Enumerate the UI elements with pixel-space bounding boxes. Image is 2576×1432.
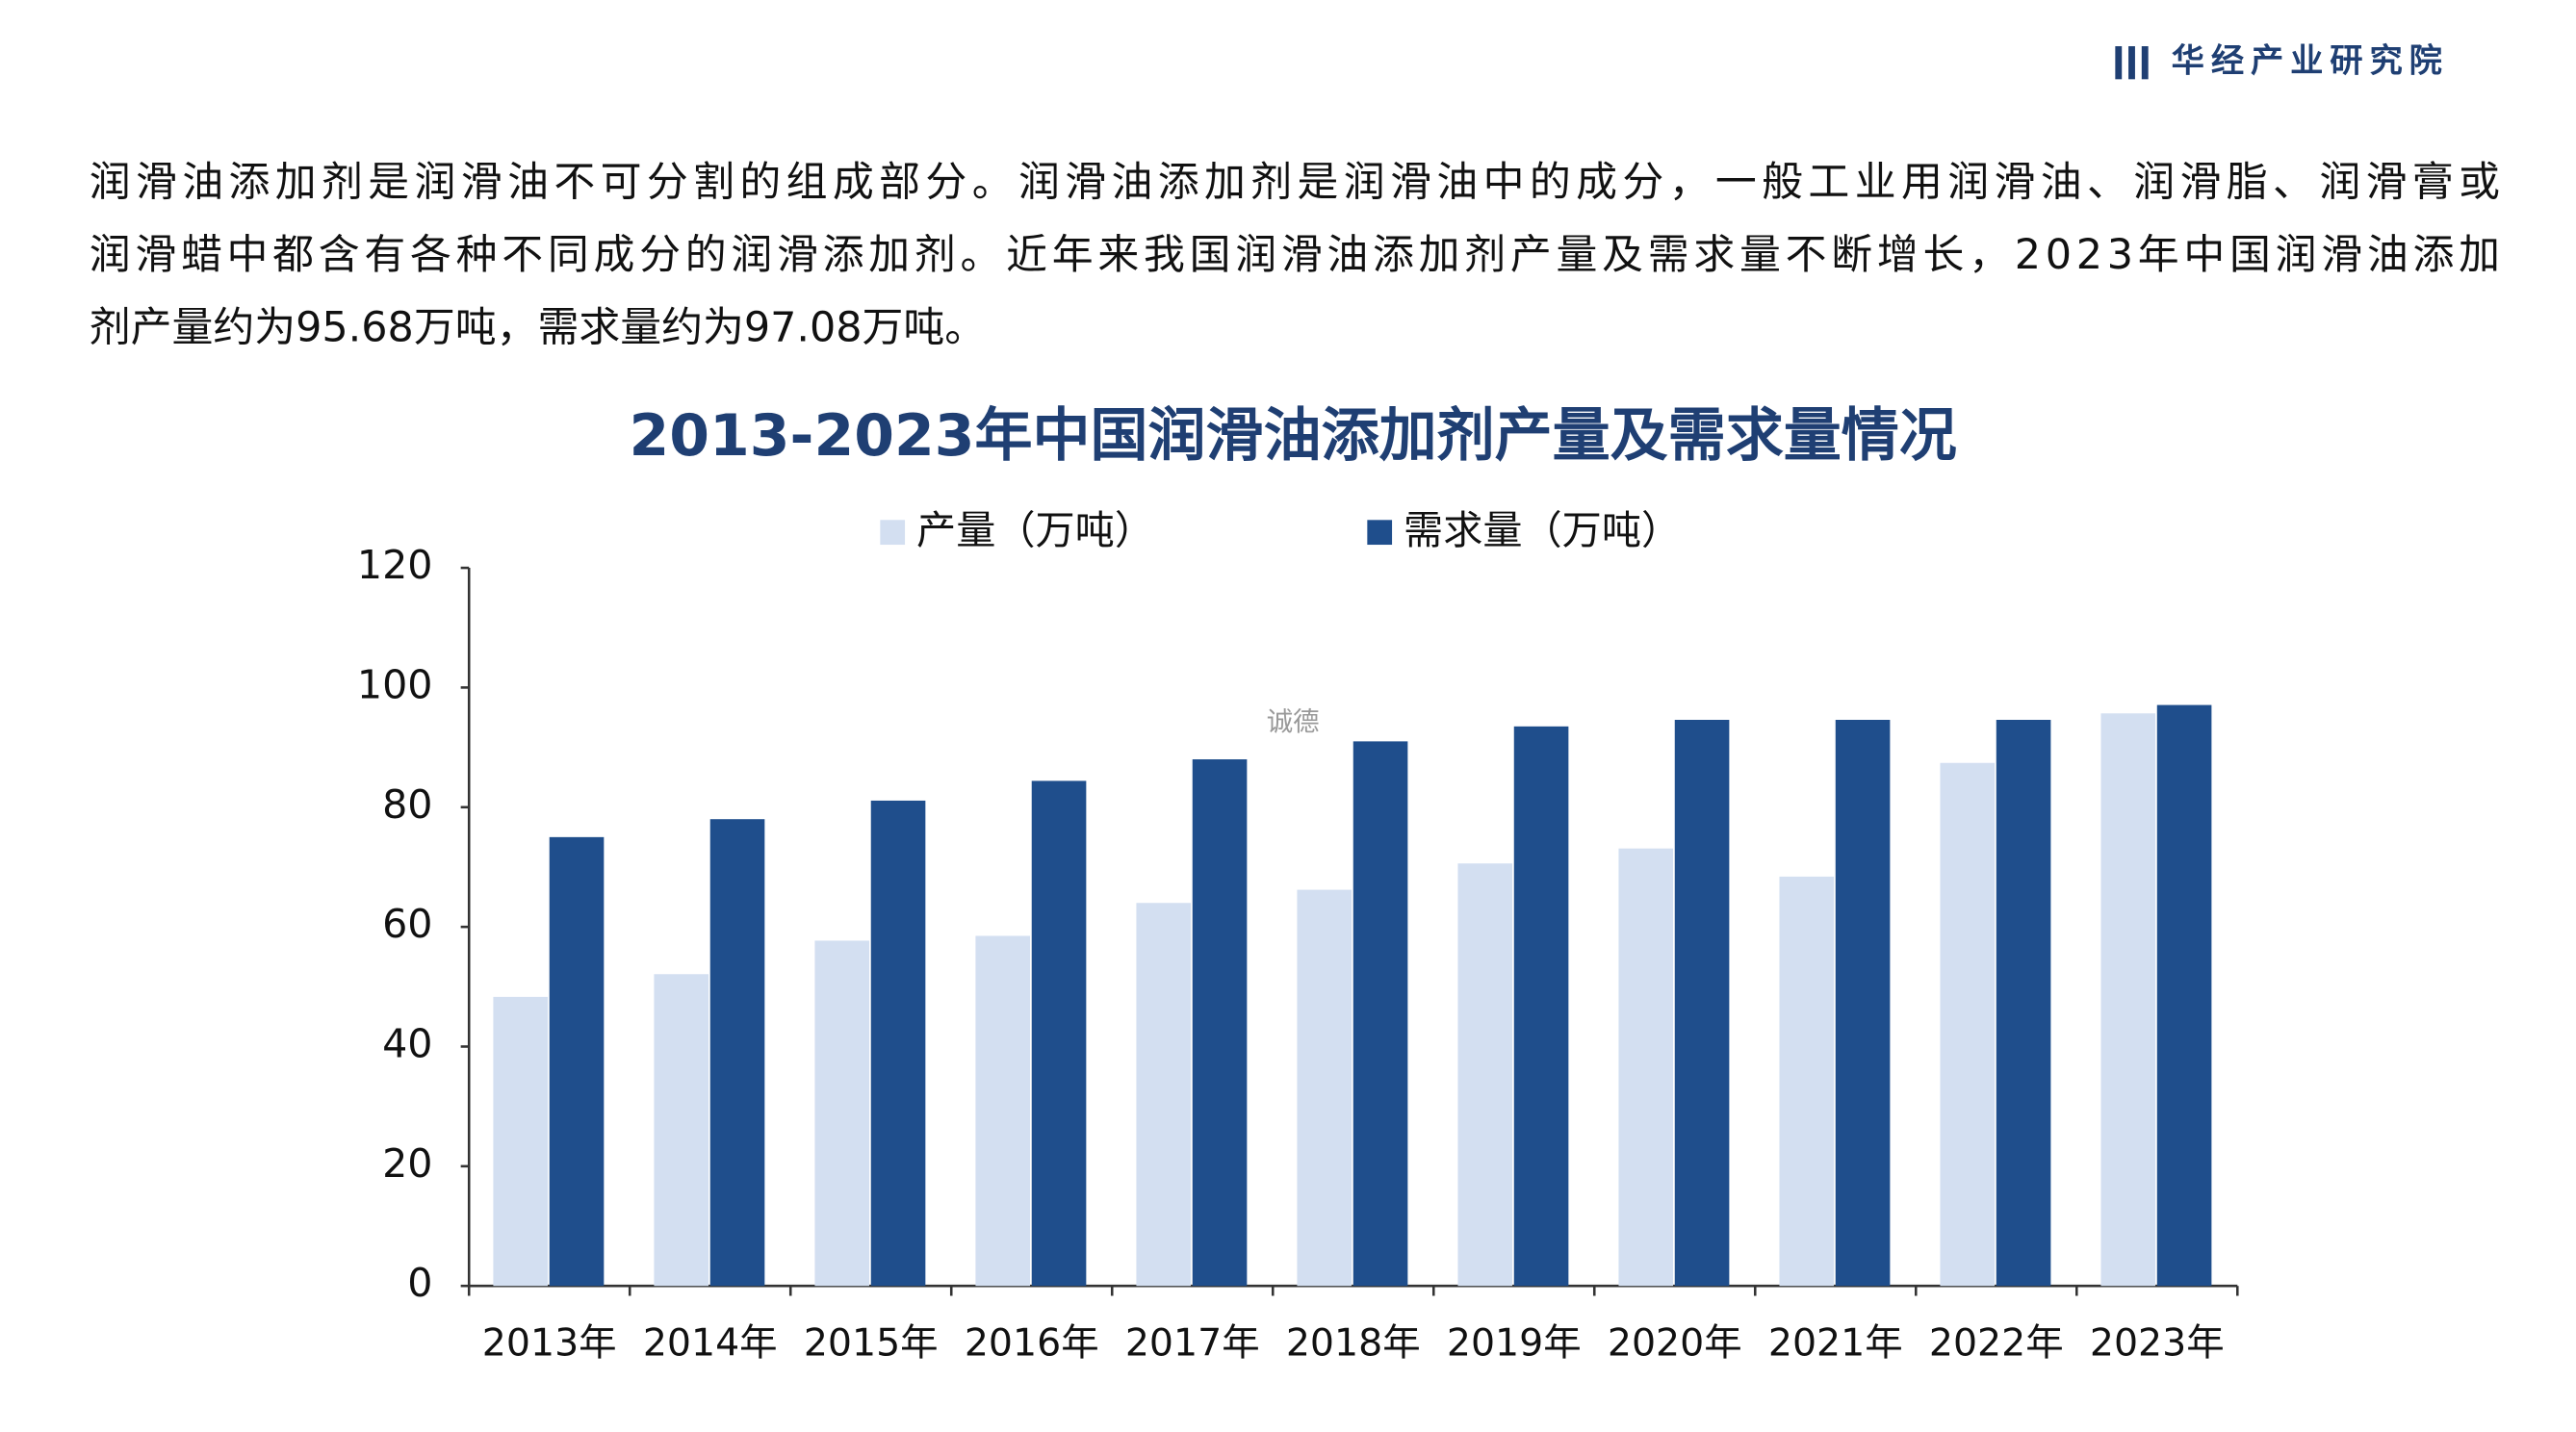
legend-swatch	[1367, 520, 1393, 546]
x-tick-label: 2021年	[1768, 1320, 1903, 1365]
bar	[1674, 719, 1730, 1287]
bar	[1352, 741, 1408, 1287]
bar	[1996, 719, 2051, 1287]
x-tick-label: 2017年	[1125, 1320, 1260, 1365]
bar	[654, 974, 709, 1287]
y-tick-label: 100	[357, 661, 433, 707]
bar	[1457, 863, 1513, 1287]
y-tick-label: 20	[382, 1140, 432, 1187]
x-tick-label: 2015年	[804, 1320, 939, 1365]
bar	[1192, 759, 1248, 1287]
bar	[709, 819, 765, 1287]
x-tick-label: 2019年	[1447, 1320, 1582, 1365]
x-tick-label: 2018年	[1286, 1320, 1421, 1365]
bar	[814, 940, 870, 1287]
y-tick-label: 40	[382, 1020, 432, 1066]
paragraph-line: 润滑蜡中都含有各种不同成分的润滑添加剂。近年来我国润滑油添加剂产量及需求量不断增…	[90, 231, 2500, 279]
bar	[870, 800, 926, 1287]
x-tick-label: 2014年	[643, 1320, 778, 1365]
bar	[1618, 848, 1674, 1287]
brand-icon	[2115, 46, 2149, 80]
x-tick-label: 2023年	[2090, 1320, 2225, 1365]
bar	[493, 996, 549, 1287]
paragraph-line: 剂产量约为95.68万吨，需求量约为97.08万吨。	[90, 304, 987, 352]
y-tick-label: 0	[407, 1260, 432, 1306]
x-tick-label: 2016年	[965, 1320, 1099, 1365]
bar	[1031, 780, 1087, 1287]
y-tick-label: 80	[382, 781, 432, 828]
legend-label: 产量（万吨）	[916, 507, 1154, 553]
legend-swatch	[880, 520, 906, 546]
bar	[1779, 876, 1835, 1287]
bar	[975, 935, 1031, 1287]
bar	[1136, 903, 1192, 1287]
brand: 华经产业研究院	[2172, 42, 2449, 81]
y-tick-label: 120	[357, 542, 433, 588]
bar	[1940, 762, 1996, 1287]
bar	[2156, 704, 2212, 1287]
x-tick-label: 2020年	[1608, 1320, 1742, 1365]
bar	[1297, 889, 1352, 1287]
bar	[1513, 726, 1569, 1287]
x-tick-label: 2022年	[1929, 1320, 2064, 1365]
legend-label: 需求量（万吨）	[1404, 507, 1681, 553]
bar	[2100, 713, 2156, 1287]
watermark: 诚德	[1267, 707, 1320, 737]
bar	[549, 836, 605, 1287]
y-tick-label: 60	[382, 901, 432, 947]
chart-title: 2013-2023年中国润滑油添加剂产量及需求量情况	[630, 402, 1957, 470]
x-tick-label: 2013年	[482, 1320, 617, 1365]
bar	[1835, 719, 1891, 1287]
